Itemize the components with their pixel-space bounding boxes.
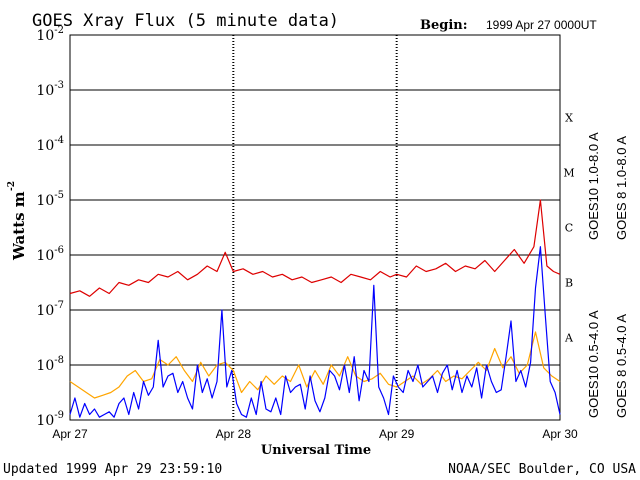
begin-value: 1999 Apr 27 0000UT xyxy=(486,18,597,32)
legend-entry: GOES10 0.5-4.0 A xyxy=(586,310,601,418)
legend-entry: GOES 8 0.5-4.0 A xyxy=(614,314,629,418)
y-tick-label: 10-7 xyxy=(36,300,64,319)
plot-frame xyxy=(69,34,561,421)
y-tick-label: 10-5 xyxy=(36,190,64,209)
y-tick-label: 10-8 xyxy=(36,355,64,374)
legend-entry: GOES10 1.0-8.0 A xyxy=(586,132,601,240)
y-tick-label: 10-4 xyxy=(36,135,64,154)
credit-text: NOAA/SEC Boulder, CO USA xyxy=(448,462,636,477)
x-tick-label: Apr 29 xyxy=(379,427,415,441)
y-tick-label: 10-6 xyxy=(36,245,64,264)
flare-class-label: B xyxy=(565,277,573,290)
y-axis-label-base: Watts m xyxy=(10,191,28,261)
series-line xyxy=(69,199,561,297)
updated-timestamp: Updated 1999 Apr 29 23:59:10 xyxy=(3,462,222,477)
chart-title: GOES Xray Flux (5 minute data) xyxy=(32,11,339,31)
flare-class-label: X xyxy=(565,112,573,125)
y-tick-label: 10-3 xyxy=(36,80,64,99)
legend-entry: GOES 8 1.0-8.0 A xyxy=(614,136,629,240)
x-tick-label: Apr 27 xyxy=(52,427,88,441)
y-axis-label-exponent: -2 xyxy=(7,181,17,191)
series-line xyxy=(69,246,561,418)
y-axis-label: Watts m -2 xyxy=(7,181,28,261)
begin-label: Begin: xyxy=(420,18,468,33)
flare-class-label: C xyxy=(565,222,573,235)
y-tick-label: 10-9 xyxy=(36,410,64,429)
flare-class-label: M xyxy=(563,167,574,180)
flare-class-label: A xyxy=(564,332,574,345)
x-tick-label: Apr 30 xyxy=(542,427,578,441)
y-tick-label: 10-2 xyxy=(36,25,64,44)
x-tick-label: Apr 28 xyxy=(216,427,252,441)
x-axis-label: Universal Time xyxy=(261,443,371,458)
series-line xyxy=(69,331,561,399)
